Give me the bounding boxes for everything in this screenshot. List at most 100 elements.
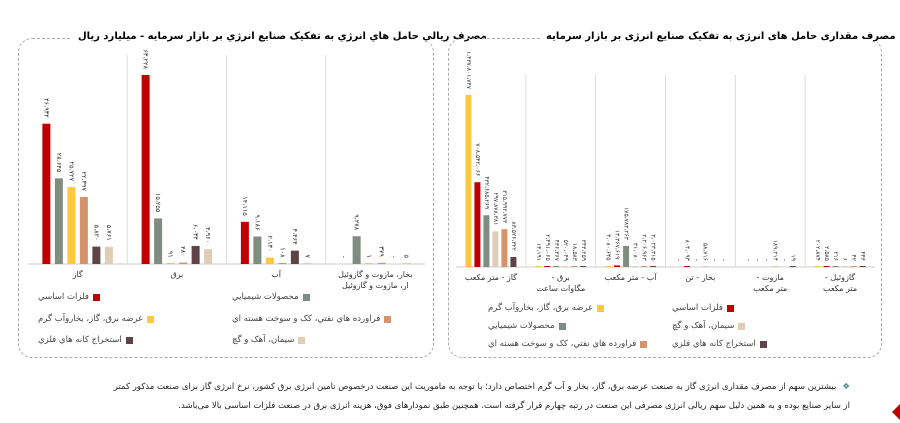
summary-note: ❖بیشترین سهم از مصرف مقداری انرژی گاز به… (110, 378, 850, 416)
bar (632, 266, 639, 267)
bar (683, 266, 690, 267)
data-label: ۴،۴۶۴ (291, 229, 299, 246)
bar (501, 229, 508, 267)
data-label: ۲،۱۳۰ (266, 236, 274, 252)
data-label: ۴۴۳ (859, 251, 866, 261)
bar (79, 197, 88, 264)
legend-item: محصولات شيميايي (488, 321, 566, 331)
data-label: ۸۰۴،۰۹۳ (683, 240, 690, 262)
bar (614, 265, 621, 267)
data-label: - (674, 259, 681, 261)
category-label: مازوت - (757, 273, 784, 282)
category-label: بخار، مازوت و گازوئيل (338, 269, 412, 279)
data-label: ۲۹۷،۸۷۸،۳۸۱ (492, 192, 499, 225)
bar (789, 266, 796, 267)
bar (303, 263, 312, 264)
data-label: ۵،۷۶۱ (105, 225, 113, 241)
bar (67, 187, 76, 264)
legend-item: فراورده هاي نفتي، کک و سوخت هسته اي (232, 314, 392, 324)
legend-item: فلزات اساسي (672, 303, 734, 313)
data-label: ۱۴،۱۹۱ (535, 243, 542, 261)
legend-swatch (640, 340, 648, 348)
legend-item: عرضه برق، گاز، بخاروآب گرم (488, 303, 605, 313)
data-label: ۵۲۰،۰۴۹ (562, 240, 569, 261)
bar (465, 95, 472, 267)
legend-item: استخراج کانه هاي فلزي (672, 339, 767, 349)
bar (823, 266, 830, 267)
data-label: ۲،۵۸۵ (823, 246, 830, 261)
data-label: ۹،۱۸۶ (253, 214, 261, 230)
category-label: آب (271, 269, 282, 279)
legend-item: فلزات اساسي (38, 292, 100, 302)
bar (850, 266, 857, 267)
data-label: ۳۱۵،۹۹۲،۷۷۳ (501, 190, 508, 224)
legend-item: سيمان، آهک و گچ (672, 321, 746, 331)
bar (571, 266, 578, 267)
category-label: گاز (72, 269, 83, 279)
legend-label: فراورده هاي نفتي، کک و سوخت هسته اي (488, 339, 637, 349)
legend-label: سيمان، آهک و گچ (672, 321, 735, 331)
legend-label: عرضه برق، گاز، بخاروآب گرم (488, 303, 594, 313)
data-label: ۲۵،۷۲۷ (67, 162, 75, 182)
left-chart-title: مصرف ريالي حامل هاي انرژي به تفکيک صنايع… (72, 31, 493, 42)
data-label: ۴،۹۶۰ (204, 227, 212, 243)
data-label: - (780, 259, 787, 261)
data-label: ۱۵،۲۵۵ (154, 193, 162, 213)
data-label: ۶،۰۳۴ (192, 224, 200, 241)
data-label: ۱ (365, 254, 373, 258)
data-label: ۲۸،۶۴۵ (55, 153, 63, 173)
category-label: برق - (552, 273, 570, 282)
legend-swatch (125, 336, 133, 344)
bar (141, 75, 150, 264)
data-label: ۲۱۶ (832, 251, 839, 261)
data-label: ۱۸،۵۸۳ (571, 243, 578, 262)
category-label: آب - متر مکعب (605, 272, 658, 282)
bar (402, 263, 411, 264)
legend-item: محصولات شيميايي (232, 292, 310, 302)
category-label: گاز - متر مکعب (465, 272, 517, 282)
bar (474, 182, 481, 267)
bar (544, 266, 551, 267)
data-label: - (719, 259, 726, 261)
bar (641, 266, 648, 267)
category-label: برق (170, 270, 183, 279)
bar (179, 262, 188, 264)
legend-label: فلزات اساسي (38, 292, 89, 302)
bar (54, 178, 63, 264)
legend-swatch (738, 322, 746, 330)
bar (814, 266, 821, 267)
data-label: ۸۳،۵۲۶،۳۲۲ (510, 221, 517, 251)
legend-label: استخراج کانه هاي فلزي (672, 339, 756, 349)
data-label: ۴۳۲،۶۸۵،۲۶۹ (483, 176, 490, 209)
bar (841, 266, 848, 267)
data-label: - (390, 256, 398, 259)
data-label: ۶۳،۲۲۸ (142, 49, 150, 69)
legend-swatch (726, 304, 734, 312)
legend-label: فراورده هاي نفتي، کک و سوخت هسته اي (232, 314, 381, 324)
bar (553, 266, 560, 267)
data-label: ۱۰۸ (278, 247, 286, 258)
bar (605, 266, 612, 267)
bar (832, 266, 839, 267)
data-label: ۵۸،۷۱۶ (701, 243, 708, 261)
data-label: - (744, 259, 751, 261)
data-label: ۳،۰۲۳،۳۱۵ (650, 234, 657, 260)
data-label: ۱۹ (789, 255, 796, 261)
bar (510, 257, 517, 267)
data-label: ۲،۴۹۱،۰۶۵ (544, 234, 551, 260)
data-label: ۳۷۹ (378, 246, 386, 257)
data-label: ۴۸۰ (179, 246, 187, 256)
category-label: متر مکعب (823, 284, 857, 293)
data-label: - (762, 259, 769, 261)
bar (265, 257, 274, 264)
legend-item: استخراج کانه هاي فلزي (38, 335, 133, 345)
data-label: ۱۳،۳۶۷،۶۱۹ (614, 230, 621, 260)
right-chart-title: مصرف مقداری حامل های انرژی به تفکیک صنای… (540, 31, 900, 42)
bar (154, 218, 163, 264)
bar (278, 263, 287, 264)
summary-text: بیشترین سهم از مصرف مقداری انرژی گاز به … (113, 382, 850, 411)
bar (104, 246, 113, 264)
data-label: ۹،۲۷۸ (353, 214, 361, 231)
bar (483, 215, 490, 267)
page-marker-icon (892, 404, 900, 420)
